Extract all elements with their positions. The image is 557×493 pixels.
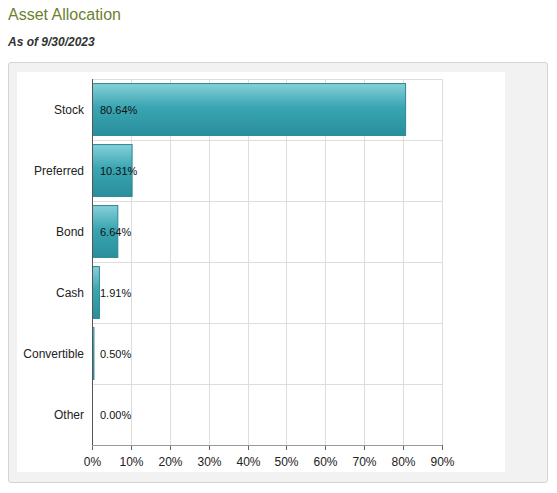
tick-label: 30%	[197, 455, 221, 469]
tick-label: 80%	[391, 455, 415, 469]
data-label: 0.00%	[100, 409, 131, 421]
tick-mark	[442, 445, 443, 450]
category-label: Cash	[56, 286, 84, 300]
tick-label: 90%	[430, 455, 454, 469]
category-grid	[92, 384, 442, 385]
category-label: Bond	[56, 225, 84, 239]
tick-label: 0%	[84, 455, 102, 469]
tick-label: 50%	[274, 455, 298, 469]
subtitle: As of 9/30/2023	[7, 35, 95, 49]
grid-line	[442, 79, 443, 445]
tick-label: 70%	[352, 455, 376, 469]
category-grid	[92, 323, 442, 324]
data-label: 10.31%	[100, 165, 138, 177]
category-grid	[92, 445, 442, 446]
x-axis	[92, 445, 442, 446]
tick-label: 40%	[236, 455, 260, 469]
data-label: 0.50%	[100, 348, 131, 360]
bar	[92, 267, 99, 319]
bar	[92, 84, 406, 136]
category-label: Preferred	[34, 164, 84, 178]
data-label: 1.91%	[100, 287, 131, 299]
category-label: Stock	[54, 103, 85, 117]
chart: Asset Allocation As of 9/30/2023 0% 10% 20% 3…	[0, 0, 557, 493]
category-grid	[92, 262, 442, 263]
category-grid	[92, 201, 442, 202]
tick-label: 10%	[119, 455, 143, 469]
tick-label: 60%	[313, 455, 337, 469]
data-label: 80.64%	[100, 104, 138, 116]
title: Asset Allocation	[8, 6, 121, 23]
category-label: Convertible	[23, 347, 84, 361]
grid-line	[92, 79, 93, 445]
category-grid	[92, 140, 442, 141]
tick-label: 20%	[158, 455, 182, 469]
category-grid	[92, 79, 442, 80]
category-label: Other	[54, 408, 84, 422]
y-axis	[92, 79, 93, 445]
data-label: 6.64%	[100, 226, 131, 238]
bars	[92, 84, 406, 380]
